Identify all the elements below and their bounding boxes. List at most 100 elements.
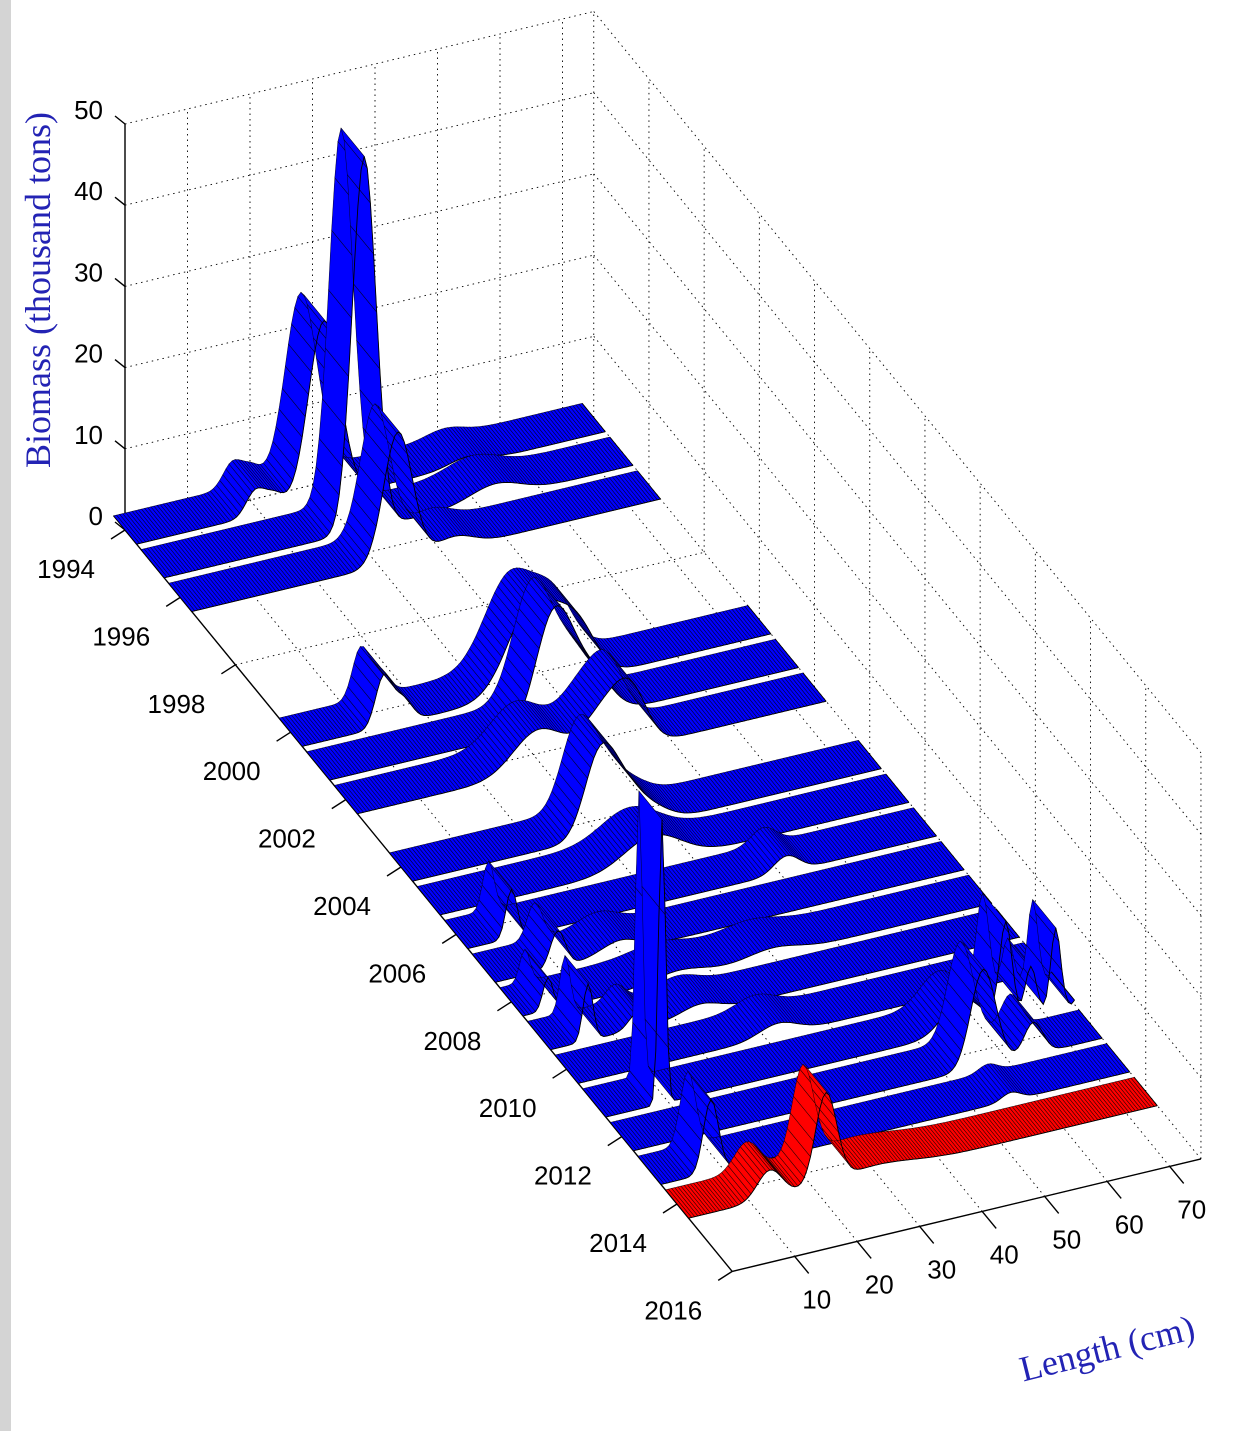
length-tick bbox=[981, 1210, 997, 1229]
length-tick bbox=[1169, 1165, 1185, 1184]
ribbon-2011 bbox=[582, 790, 1075, 1118]
ribbon-cap bbox=[278, 717, 303, 747]
ribbon-2000 bbox=[278, 567, 772, 747]
year-tick-label: 2006 bbox=[368, 958, 426, 988]
ribbon-cap bbox=[444, 919, 469, 949]
ribbon-cap bbox=[968, 874, 993, 904]
z-tick-label: 10 bbox=[74, 420, 103, 450]
z-tick-label: 0 bbox=[89, 501, 103, 531]
ribbon-cap bbox=[940, 841, 965, 871]
year-tick bbox=[552, 1068, 567, 1079]
z-tick bbox=[114, 277, 126, 287]
x-axis-title: Length (cm) bbox=[1015, 1307, 1198, 1389]
year-tick-label: 1996 bbox=[92, 621, 150, 651]
length-tick-label: 30 bbox=[927, 1254, 956, 1284]
length-tick bbox=[856, 1240, 872, 1259]
z-tick bbox=[114, 359, 126, 369]
ribbon-cap bbox=[637, 470, 661, 500]
year-tick-label: 2012 bbox=[534, 1161, 592, 1191]
ribbon-cap bbox=[1133, 1077, 1158, 1106]
ribbon-cap bbox=[416, 886, 441, 916]
length-tick bbox=[1044, 1195, 1060, 1214]
ribbon-cap bbox=[499, 987, 524, 1017]
grid-line bbox=[124, 173, 594, 287]
length-tick-label: 60 bbox=[1115, 1209, 1144, 1239]
ribbon-cap bbox=[582, 1088, 607, 1118]
ribbon-cap bbox=[747, 605, 772, 635]
grid-line bbox=[235, 551, 705, 666]
ribbon-front-edge bbox=[440, 801, 909, 916]
ribbon-2012 bbox=[609, 940, 1103, 1152]
ribbon-front-edge bbox=[522, 903, 992, 1017]
year-tick bbox=[165, 596, 181, 607]
z-tick-label: 30 bbox=[74, 257, 103, 287]
ribbon-front-edge bbox=[550, 936, 1020, 1051]
ribbon-cap bbox=[140, 549, 165, 579]
ribbon-cap bbox=[775, 638, 799, 668]
z-axis-title: Biomass (thousand tons) bbox=[18, 112, 58, 468]
ribbon-cap bbox=[857, 740, 882, 769]
ribbon-cap bbox=[1106, 1043, 1131, 1073]
length-tick-label: 40 bbox=[990, 1239, 1019, 1269]
ribbon-cap bbox=[885, 773, 910, 803]
ribbon-front-edge bbox=[191, 431, 661, 613]
ribbon-front-edge bbox=[329, 605, 799, 781]
ribbon-1995 bbox=[140, 127, 634, 579]
grid-line bbox=[593, 173, 1202, 916]
year-tick bbox=[717, 1270, 733, 1281]
length-tick-label: 20 bbox=[865, 1269, 894, 1299]
length-axis-line bbox=[732, 1158, 1202, 1273]
grid-line bbox=[124, 92, 594, 206]
ribbon-cap bbox=[554, 1054, 579, 1084]
ribbon-cap bbox=[1078, 1009, 1103, 1039]
grid-line bbox=[593, 92, 1202, 835]
year-tick bbox=[276, 731, 291, 742]
ribbon-cap bbox=[113, 515, 137, 545]
ribbon-2014 bbox=[664, 1063, 1158, 1219]
grid-line bbox=[593, 336, 1202, 1078]
ribbon-front-edge bbox=[688, 1091, 1158, 1219]
length-tick-label: 70 bbox=[1177, 1194, 1206, 1224]
year-tick-label: 2010 bbox=[479, 1093, 537, 1123]
ribbon-cap bbox=[306, 751, 331, 781]
year-tick-label: 1994 bbox=[37, 554, 95, 584]
ribbon-cap bbox=[1051, 971, 1075, 1001]
ribbon-1996 bbox=[168, 403, 661, 613]
grid-line bbox=[124, 335, 594, 450]
z-tick bbox=[114, 196, 126, 206]
ribbon-cap bbox=[168, 582, 193, 612]
ribbon-cap bbox=[637, 1155, 662, 1185]
ribbon-2013 bbox=[637, 1043, 1131, 1185]
ribbon-2002 bbox=[333, 648, 827, 815]
ribbon-cap bbox=[389, 852, 413, 882]
grid-line bbox=[593, 254, 1202, 997]
ribbon-cap bbox=[665, 1189, 689, 1219]
year-tick bbox=[607, 1136, 623, 1147]
ribbon-cap bbox=[471, 953, 496, 983]
grid-line bbox=[593, 11, 1202, 754]
ribbon-2006 bbox=[444, 807, 937, 950]
ribbon-cap bbox=[527, 1021, 551, 1050]
year-tick-label: 1998 bbox=[148, 689, 206, 719]
ribbon-2005 bbox=[416, 773, 910, 916]
year-tick-label: 2002 bbox=[258, 824, 316, 854]
ribbon-front-edge bbox=[357, 677, 827, 815]
year-tick bbox=[221, 664, 236, 675]
axes: 0 10 20 30 40 50 1994 1996 1998 2000 2002 2004 2006 2… bbox=[18, 95, 1206, 1389]
grid-line bbox=[124, 254, 594, 369]
length-tick bbox=[1106, 1180, 1122, 1199]
ribbon-cap bbox=[609, 1122, 634, 1152]
ribbon-cap bbox=[333, 785, 358, 815]
ribbon-front-edge bbox=[164, 156, 633, 579]
ribbon-2004 bbox=[388, 714, 882, 882]
series-ribbons bbox=[112, 127, 1158, 1219]
ribbon-cap bbox=[995, 908, 1020, 938]
z-tick-label: 20 bbox=[74, 339, 103, 369]
year-tick bbox=[331, 799, 347, 810]
ribbon-cap bbox=[802, 672, 827, 702]
left-frame-strip bbox=[0, 0, 11, 1431]
year-tick-label: 2008 bbox=[424, 1026, 482, 1056]
year-tick bbox=[110, 529, 126, 540]
